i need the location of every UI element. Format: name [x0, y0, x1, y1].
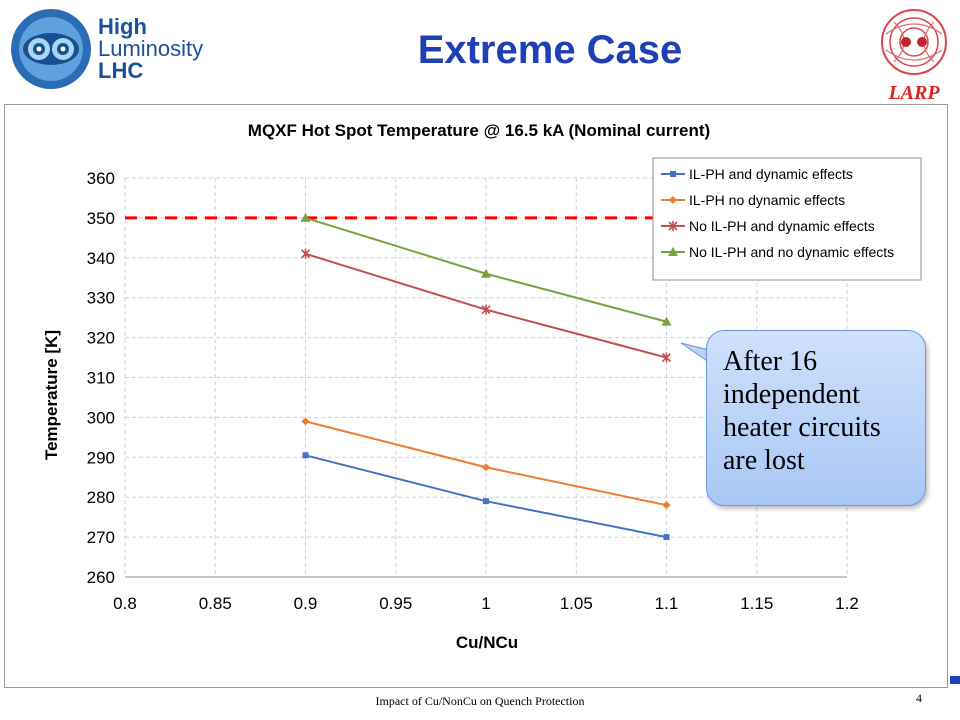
data-point — [301, 417, 310, 426]
legend-item: IL-PH no dynamic effects — [661, 192, 845, 208]
x-tick-label: 0.9 — [294, 594, 318, 613]
tick-label-layer: 260 270 280 290 300 310 320 330 340 350 360 0.8 0.85… — [87, 169, 859, 613]
x-axis-label: Cu/NCu — [456, 633, 518, 652]
hl-lhc-logo: High Luminosity LHC — [6, 4, 236, 96]
data-point — [302, 452, 309, 459]
legend-label: IL-PH and dynamic effects — [689, 166, 853, 182]
y-axis-label: Temperature [K] — [42, 330, 61, 460]
series-line — [300, 212, 672, 326]
data-point — [669, 196, 677, 204]
data-point — [481, 304, 491, 315]
data-point — [481, 268, 491, 278]
larp-logo-text: LARP — [888, 82, 940, 104]
legend-box — [652, 157, 922, 281]
series-line — [301, 417, 671, 510]
slide-title: Extreme Case — [417, 28, 683, 72]
y-tick-label: 260 — [87, 568, 115, 587]
chart-legend: IL-PH and dynamic effects IL-PH no dynami… — [652, 157, 922, 281]
y-tick-label: 270 — [87, 528, 115, 547]
x-tick-label: 0.95 — [379, 594, 412, 613]
legend-label: IL-PH no dynamic effects — [689, 192, 845, 208]
data-point — [668, 221, 678, 231]
data-point — [300, 248, 311, 259]
hl-lhc-line1: High — [98, 14, 147, 39]
x-tick-label: 0.8 — [113, 594, 137, 613]
data-point — [300, 212, 311, 222]
y-tick-label: 350 — [87, 209, 115, 228]
page-number: 4 — [916, 691, 922, 705]
y-tick-label: 360 — [87, 169, 115, 188]
x-tick-label: 1.2 — [835, 594, 859, 613]
y-tick-label: 280 — [87, 488, 115, 507]
chart-title: MQXF Hot Spot Temperature @ 16.5 kA (Nom… — [248, 121, 710, 140]
legend-item: IL-PH and dynamic effects — [661, 166, 853, 182]
legend-item: No IL-PH and no dynamic effects — [661, 244, 894, 260]
data-point — [661, 352, 672, 363]
data-point — [661, 316, 672, 326]
y-tick-label: 340 — [87, 249, 115, 268]
data-point — [482, 463, 490, 472]
larp-logo: LARP — [872, 4, 956, 108]
legend-label: No IL-PH and dynamic effects — [689, 218, 875, 234]
x-tick-label: 1.15 — [740, 594, 773, 613]
legend-label: No IL-PH and no dynamic effects — [689, 244, 894, 260]
slide-footer: Impact of Cu/NonCu on Quench Protection — [375, 694, 585, 708]
y-tick-label: 300 — [87, 408, 115, 427]
hl-lhc-emblem-icon — [11, 9, 91, 89]
callout-text: After 16 independent heater circuits are… — [723, 346, 881, 476]
x-tick-label: 1.1 — [655, 594, 679, 613]
y-tick-label: 330 — [87, 289, 115, 308]
larp-emblem-icon — [881, 9, 947, 75]
y-tick-label: 290 — [87, 448, 115, 467]
data-point — [663, 534, 670, 541]
data-point — [668, 247, 678, 256]
series-line — [302, 452, 670, 541]
data-point — [662, 501, 671, 510]
hl-lhc-line2: Luminosity — [98, 36, 204, 61]
heater-circuits-callout: After 16 independent heater circuits are… — [706, 330, 926, 506]
blue-accent-bar — [950, 676, 960, 684]
x-tick-label: 1.05 — [560, 594, 593, 613]
y-tick-label: 320 — [87, 329, 115, 348]
x-tick-label: 0.85 — [199, 594, 232, 613]
chart-frame: MQXF Hot Spot Temperature @ 16.5 kA (Nom… — [4, 104, 948, 688]
hl-lhc-logo-text: High Luminosity LHC — [98, 16, 203, 82]
hl-lhc-line3: LHC — [98, 58, 144, 83]
data-point — [483, 498, 489, 505]
data-point — [670, 171, 676, 177]
y-tick-label: 310 — [87, 369, 115, 388]
x-tick-label: 1 — [481, 594, 490, 613]
legend-item: No IL-PH and dynamic effects — [661, 218, 875, 234]
series-line — [300, 248, 672, 363]
series-layer — [300, 212, 672, 541]
